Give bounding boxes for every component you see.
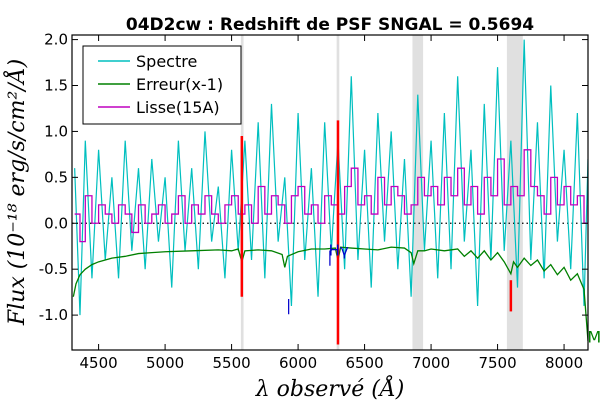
legend-box [82,45,242,125]
y-tick-label-4: 1.0 [44,122,68,140]
x-tick-label-5: 7000 [412,354,450,372]
series-layer [72,39,588,341]
sky-lines [240,120,513,345]
x-tick-label-1: 5000 [146,354,184,372]
y-tick-label-3: 0.5 [44,168,68,186]
x-tick-label-3: 6000 [279,354,317,372]
x-axis: 4500 5000 5500 6000 6500 7000 7500 8000 [80,35,583,372]
series-line-spectre [74,39,588,316]
y-tick-label-5: 1.5 [44,77,68,95]
y-axis: -1.0 -0.5 0.0 0.5 1.0 1.5 2.0 [39,31,588,324]
annotation-0: Hγ [329,241,349,259]
y-axis-label: Flux (10⁻¹⁸ erg/s/cm²/Å) [2,59,30,326]
x-tick-label-4: 6500 [345,354,383,372]
x-axis-label: λ observé (Å) [255,374,405,400]
y-tick-label-2: 0.0 [44,214,68,232]
x-tick-label-0: 4500 [80,354,118,372]
chart-title: 04D2cw : Redshift de PSF SNGAL = 0.5694 [126,15,534,35]
y-tick-label-0: -1.0 [39,306,68,324]
y-tick-label-1: -0.5 [39,260,68,278]
annotation-1: | [327,248,332,266]
x-tick-label-7: 8000 [545,354,583,372]
series-line-lisse-15a- [74,149,588,243]
plot-frame [71,34,589,351]
x-tick-label-6: 7500 [478,354,516,372]
x-tick-label-2: 5500 [212,354,250,372]
legend-label-1: Erreur(x-1) [136,75,223,94]
legend: Spectre Erreur(x-1) Lisse(15A) [82,45,242,125]
legend-label-2: Lisse(15A) [136,98,220,117]
axes-frame [71,34,589,351]
annotation-2: | [286,297,291,315]
y-tick-label-6: 2.0 [44,31,68,49]
annotations: Hγ||M [286,241,600,346]
legend-label-0: Spectre [136,52,197,71]
annotation-3: M [587,328,600,347]
series-line-erreur-x-1- [72,246,588,341]
